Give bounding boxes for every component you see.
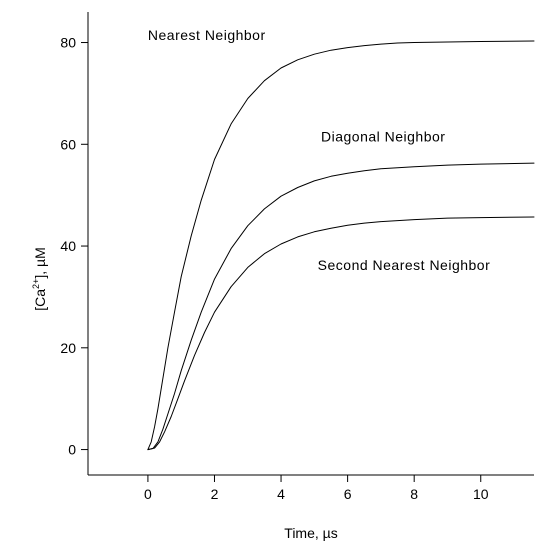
y-tick-label: 80 bbox=[60, 35, 76, 51]
x-tick-label: 0 bbox=[144, 486, 152, 502]
series-line-3 bbox=[147, 216, 535, 451]
y-axis-ticks: 0 20 40 60 80 bbox=[60, 35, 88, 458]
x-tick-label: 10 bbox=[473, 486, 489, 502]
series-line-1 bbox=[147, 40, 535, 451]
y-axis-label: [Ca2+], µM bbox=[31, 247, 48, 310]
y-tick-label: 60 bbox=[60, 136, 76, 152]
x-tick-label: 6 bbox=[344, 486, 352, 502]
x-tick-label: 2 bbox=[211, 486, 219, 502]
y-tick-label: 0 bbox=[68, 442, 76, 458]
series-lines bbox=[147, 40, 535, 451]
y-axis-label-main: [Ca bbox=[32, 289, 48, 311]
plot-frame bbox=[87, 12, 534, 476]
y-tick-label: 20 bbox=[60, 340, 76, 356]
x-axis-label: Time, µs bbox=[284, 525, 337, 541]
annotation-label-2: Diagonal Neighbor bbox=[321, 129, 445, 145]
x-tick-label: 8 bbox=[410, 486, 418, 502]
y-axis-label-sup: 2+ bbox=[31, 279, 41, 289]
annotation-label-1: Nearest Neighbor bbox=[148, 27, 266, 43]
series-line-2 bbox=[147, 162, 535, 451]
x-tick-label: 4 bbox=[277, 486, 285, 502]
annotations: Nearest Neighbor Diagonal Neighbor Second … bbox=[148, 27, 490, 273]
y-tick-label: 40 bbox=[60, 238, 76, 254]
x-axis-ticks: 0 2 4 6 8 10 bbox=[144, 475, 489, 502]
y-axis-label-tail: ], µM bbox=[32, 247, 48, 278]
annotation-label-3: Second Nearest Neighbor bbox=[318, 257, 491, 273]
